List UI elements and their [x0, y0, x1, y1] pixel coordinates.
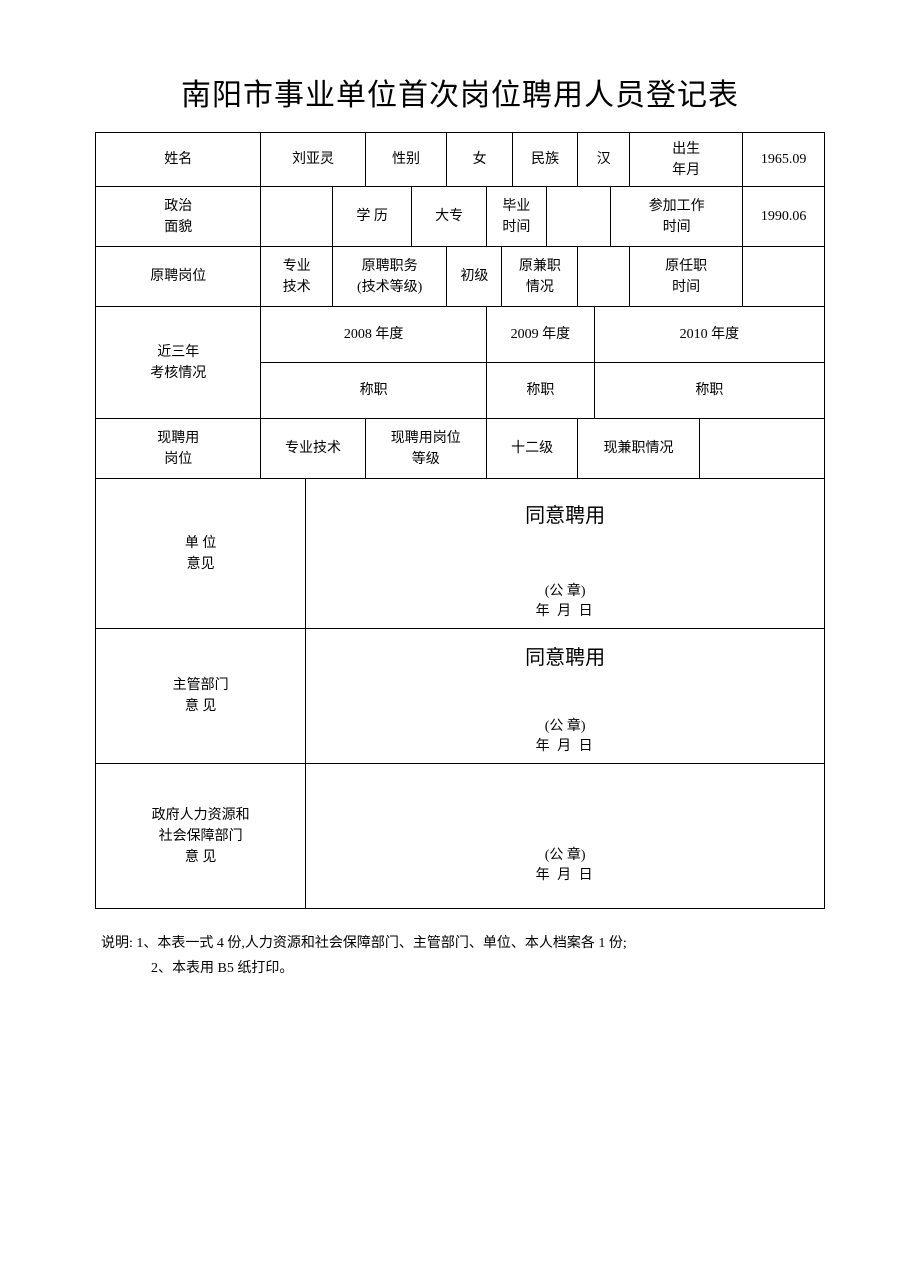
label-origservetime: 原任职 时间 — [630, 247, 743, 307]
value-origduty: 初级 — [447, 247, 502, 307]
value-political — [261, 187, 332, 247]
label-birth: 出生 年月 — [630, 133, 743, 187]
value-birth: 1965.09 — [743, 133, 825, 187]
value-currentpost: 专业技术 — [261, 419, 365, 479]
note-text-1: 1、本表一式 4 份,人力资源和社会保障部门、主管部门、单位、本人档案各 1 份… — [136, 936, 626, 951]
value-origpost: 专业 技术 — [261, 247, 332, 307]
label-assess: 近三年 考核情况 — [96, 307, 261, 419]
assess-year-2: 2009 年度 — [486, 307, 594, 363]
value-origservetime — [743, 247, 825, 307]
dept-opinion-seal: (公 章) — [306, 716, 824, 737]
assess-year-3: 2010 年度 — [594, 307, 824, 363]
label-origpost: 原聘岗位 — [96, 247, 261, 307]
label-name: 姓名 — [96, 133, 261, 187]
label-gender: 性别 — [365, 133, 447, 187]
label-currentlevel: 现聘用岗位 等级 — [365, 419, 486, 479]
value-gender: 女 — [447, 133, 512, 187]
document-title: 南阳市事业单位首次岗位聘用人员登记表 — [95, 70, 825, 114]
label-dept-opinion: 主管部门 意 见 — [96, 629, 306, 764]
label-unit-opinion: 单 位 意见 — [96, 479, 306, 629]
note-prefix: 说明: — [101, 936, 133, 951]
unit-opinion-body: 同意聘用 (公 章) 年 月 日 — [306, 479, 825, 629]
gov-opinion-body: (公 章) 年 月 日 — [306, 764, 825, 909]
value-education: 大专 — [412, 187, 486, 247]
gov-opinion-seal: (公 章) — [306, 845, 824, 866]
label-ethnic: 民族 — [512, 133, 578, 187]
value-currentlevel: 十二级 — [486, 419, 578, 479]
unit-opinion-date: 年 月 日 — [306, 601, 824, 622]
label-gov-opinion: 政府人力资源和 社会保障部门 意 见 — [96, 764, 306, 909]
gov-opinion-date: 年 月 日 — [306, 865, 824, 886]
value-gradtime — [546, 187, 610, 247]
unit-opinion-agree: 同意聘用 — [306, 501, 824, 531]
dept-opinion-body: 同意聘用 (公 章) 年 月 日 — [306, 629, 825, 764]
value-worktime: 1990.06 — [743, 187, 825, 247]
dept-opinion-date: 年 月 日 — [306, 736, 824, 757]
label-origparttime: 原兼职 情况 — [502, 247, 578, 307]
assess-year-1: 2008 年度 — [261, 307, 486, 363]
label-origduty: 原聘职务 (技术等级) — [332, 247, 447, 307]
assess-result-2: 称职 — [486, 363, 594, 419]
label-gradtime: 毕业 时间 — [486, 187, 546, 247]
label-worktime: 参加工作 时间 — [611, 187, 743, 247]
label-political: 政治 面貌 — [96, 187, 261, 247]
value-ethnic: 汉 — [578, 133, 630, 187]
assess-result-1: 称职 — [261, 363, 486, 419]
label-currentparttime: 现兼职情况 — [578, 419, 699, 479]
value-currentparttime — [699, 419, 824, 479]
unit-opinion-seal: (公 章) — [306, 581, 824, 602]
value-origparttime — [578, 247, 630, 307]
note-line-1: 说明: 1、本表一式 4 份,人力资源和社会保障部门、主管部门、单位、本人档案各… — [101, 931, 825, 956]
dept-opinion-agree: 同意聘用 — [306, 643, 824, 673]
assess-result-3: 称职 — [594, 363, 824, 419]
note-line-2: 2、本表用 B5 纸打印。 — [101, 956, 825, 981]
value-name: 刘亚灵 — [261, 133, 365, 187]
note-block: 说明: 1、本表一式 4 份,人力资源和社会保障部门、主管部门、单位、本人档案各… — [95, 931, 825, 981]
registration-table: 姓名 刘亚灵 性别 女 民族 汉 出生 年月 1965.09 政治 面貌 学 历… — [95, 132, 825, 909]
label-education: 学 历 — [332, 187, 412, 247]
label-currentpost: 现聘用 岗位 — [96, 419, 261, 479]
